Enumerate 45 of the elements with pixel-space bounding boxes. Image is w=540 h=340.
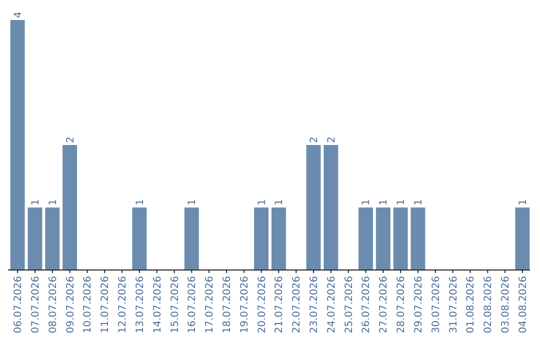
x-tick-label: 01.08.2026 <box>466 276 477 334</box>
x-tick-label: 25.07.2026 <box>344 276 355 334</box>
x-tick-label: 03.08.2026 <box>500 276 512 334</box>
x-tick-label: 22.07.2026 <box>292 276 303 334</box>
x-tick-label: 28.07.2026 <box>396 276 408 334</box>
x-tick-label: 17.07.2026 <box>204 276 216 334</box>
x-tick-label: 29.07.2026 <box>413 276 424 334</box>
x-tick-label: 04.08.2026 <box>518 276 529 334</box>
x-tick-label: 31.07.2026 <box>448 276 460 334</box>
data-label: 1 <box>378 199 390 206</box>
data-label: 1 <box>134 199 146 206</box>
data-label: 1 <box>396 199 408 206</box>
data-label: 1 <box>187 199 198 206</box>
x-tick-label: 30.07.2026 <box>430 276 442 334</box>
data-label: 1 <box>274 199 286 206</box>
x-tick-label: 18.07.2026 <box>222 276 233 334</box>
data-label: 1 <box>518 199 529 206</box>
data-label: 1 <box>361 199 372 206</box>
x-tick-label: 26.07.2026 <box>361 276 372 334</box>
data-label: 1 <box>48 199 59 206</box>
x-tick-label: 08.07.2026 <box>48 276 59 334</box>
data-label: 4 <box>13 12 24 18</box>
data-label: 2 <box>65 136 76 143</box>
x-tick-label: 10.07.2026 <box>82 276 94 334</box>
data-label: 2 <box>309 136 320 143</box>
x-tick-label: 15.07.2026 <box>170 276 181 334</box>
data-label: 2 <box>326 136 338 143</box>
x-tick-label: 06.07.2026 <box>13 276 24 334</box>
x-tick-label: 11.07.2026 <box>100 276 112 334</box>
data-label: 1 <box>256 199 268 206</box>
x-tick-label: 12.07.2026 <box>118 276 129 334</box>
x-tick-label: 20.07.2026 <box>256 276 268 334</box>
x-tick-label: 13.07.2026 <box>134 276 146 334</box>
x-tick-label: 24.07.2026 <box>326 276 338 334</box>
x-tick-label: 16.07.2026 <box>187 276 198 334</box>
x-tick-label: 19.07.2026 <box>239 276 250 334</box>
x-tick-label: 02.08.2026 <box>483 276 494 334</box>
x-tick-label: 27.07.2026 <box>378 276 390 334</box>
x-tick-label: 14.07.2026 <box>152 276 164 334</box>
x-tick-label: 07.07.2026 <box>30 276 42 334</box>
x-tick-label: 21.07.2026 <box>274 276 286 334</box>
data-label: 1 <box>413 199 424 206</box>
x-tick-label: 09.07.2026 <box>65 276 76 334</box>
data-label: 1 <box>30 199 42 206</box>
x-tick-label: 23.07.2026 <box>309 276 320 334</box>
